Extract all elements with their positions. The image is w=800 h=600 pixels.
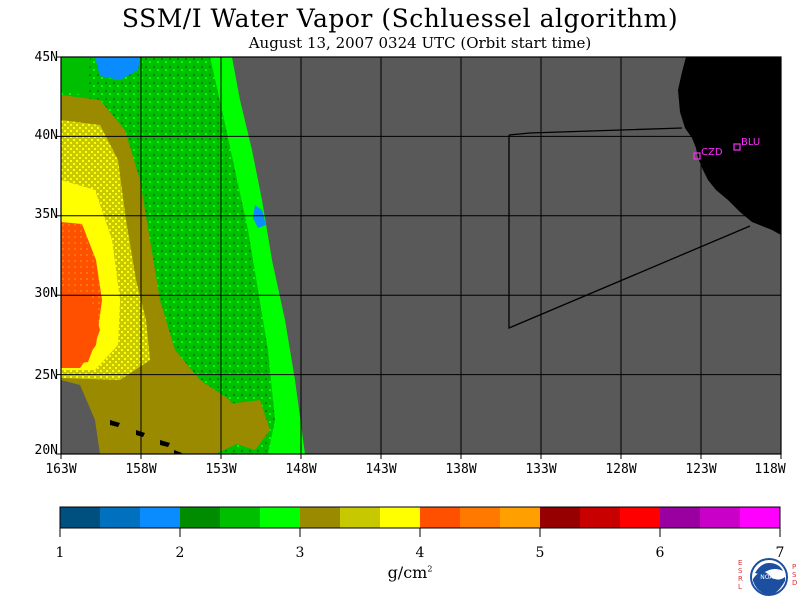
colorbar-swatch: [620, 507, 661, 528]
station-label-blu: BLU: [741, 137, 761, 148]
map-frame: [60, 56, 782, 455]
lon-label-118w: 118W: [754, 462, 786, 477]
lon-label-158w: 158W: [125, 462, 157, 477]
axis-ticks: [56, 56, 782, 459]
lon-label-133w: 133W: [525, 462, 557, 477]
land-mass: [678, 57, 781, 235]
colorbar-swatch: [420, 507, 461, 528]
region-boundary-top: [508, 127, 683, 136]
lat-label-20n: 20N: [34, 443, 58, 458]
logo-right-letters: PSD: [792, 563, 800, 587]
noaa-emblem-icon: NOAA: [750, 558, 788, 596]
station-marker-czd: [693, 152, 701, 160]
colorbar-swatch: [580, 507, 621, 528]
colorbar-tick-5: 5: [535, 545, 545, 561]
colorbar-tick-6: 6: [655, 545, 665, 561]
colorbar-tick-4: 4: [415, 545, 425, 561]
noaa-esrl-logo: ESRL NOAA PSD: [736, 555, 800, 600]
colorbar-swatch: [380, 507, 421, 528]
colorbar-swatch: [180, 507, 221, 528]
station-marker-blu: [733, 143, 741, 151]
colorbar-swatch: [100, 507, 141, 528]
region-boundary-line: [508, 135, 751, 329]
colorbar-units: g/cm2: [387, 563, 433, 582]
colorbar-swatch: [540, 507, 581, 528]
lat-label-40n: 40N: [34, 128, 58, 143]
colorbar-swatch: [220, 507, 261, 528]
logo-left-letters: ESRL: [738, 559, 746, 591]
colorbar-swatch: [500, 507, 541, 528]
lon-label-143w: 143W: [365, 462, 397, 477]
lon-label-138w: 138W: [445, 462, 477, 477]
logo-left-text: ESRL: [738, 559, 743, 591]
colorbar-tick-7: 7: [775, 545, 785, 561]
colorbar-swatch: [260, 507, 301, 528]
lat-label-45n: 45N: [34, 50, 58, 65]
lon-label-123w: 123W: [685, 462, 717, 477]
lat-lon-grid: [61, 57, 781, 454]
colorbar-swatch: [340, 507, 381, 528]
logo-center-text: NOAA: [760, 574, 778, 581]
colorbar-swatch: [740, 507, 781, 528]
logo-right-text: PSD: [792, 563, 798, 587]
chart-subtitle: August 13, 2007 0324 UTC (Orbit start ti…: [248, 34, 592, 52]
lon-label-163w: 163W: [45, 462, 77, 477]
lat-label-30n: 30N: [34, 286, 58, 301]
colorbar-swatch: [660, 507, 701, 528]
colorbar: [59, 506, 781, 537]
chart-title: SSM/I Water Vapor (Schluessel algorithm): [121, 4, 679, 33]
map-plot-area: [61, 57, 781, 454]
lon-label-153w: 153W: [205, 462, 237, 477]
colorbar-tick-3: 3: [295, 545, 305, 561]
station-label-czd: CZD: [701, 147, 723, 158]
colorbar-swatch: [300, 507, 341, 528]
colorbar-swatch: [700, 507, 741, 528]
lon-label-148w: 148W: [285, 462, 317, 477]
colorbar-tick-2: 2: [175, 545, 185, 561]
colorbar-swatch: [60, 507, 101, 528]
lat-label-25n: 25N: [34, 368, 58, 383]
colorbar-tick-1: 1: [55, 545, 65, 561]
lon-label-128w: 128W: [605, 462, 637, 477]
colorbar-swatch: [140, 507, 181, 528]
colorbar-swatch: [460, 507, 501, 528]
lat-label-35n: 35N: [34, 207, 58, 222]
